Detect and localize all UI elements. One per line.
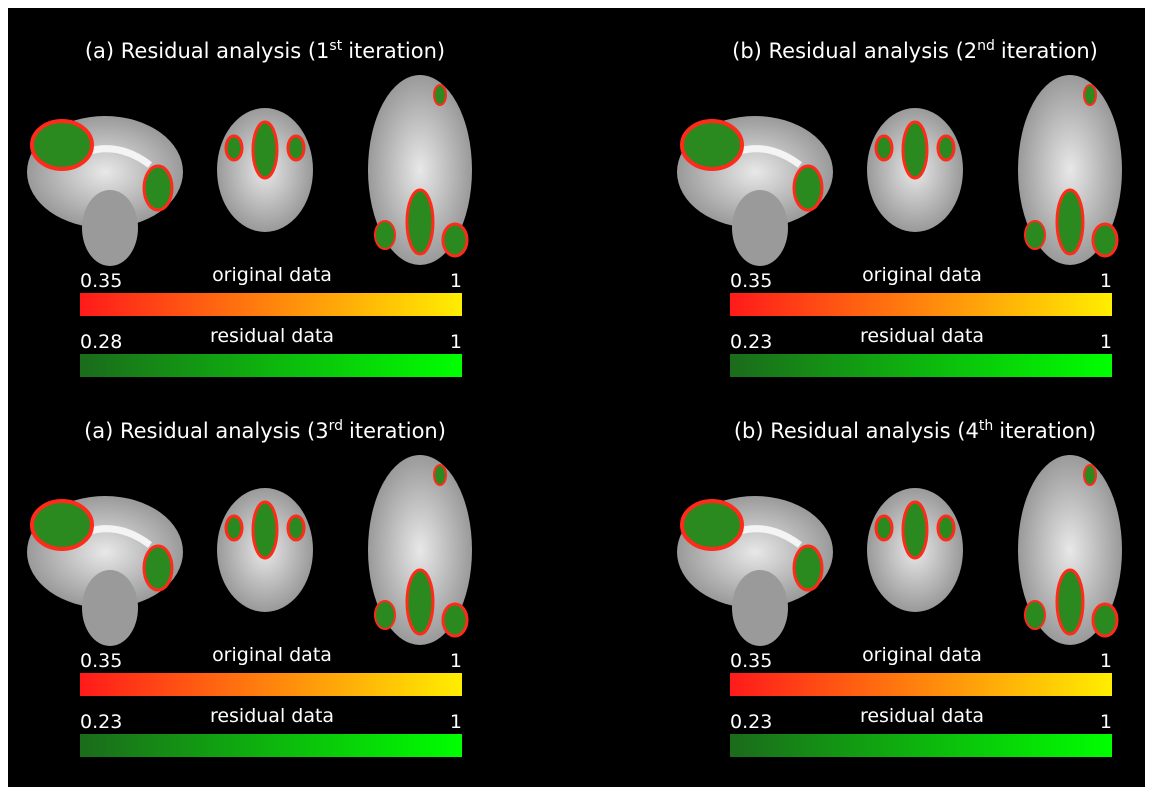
colorbar bbox=[80, 293, 462, 316]
activation bbox=[1025, 601, 1045, 629]
colorbar-max: 1 bbox=[1100, 650, 1112, 672]
colorbar-label: original data bbox=[862, 644, 982, 666]
activation bbox=[226, 136, 242, 160]
colorbar-max: 1 bbox=[1100, 711, 1112, 733]
title-text: (b) Residual analysis (2 bbox=[732, 39, 977, 63]
colorbar bbox=[730, 673, 1112, 696]
colorbar-max: 1 bbox=[1100, 270, 1112, 292]
activation bbox=[1084, 85, 1096, 105]
activation bbox=[253, 122, 277, 178]
activation bbox=[1057, 190, 1083, 254]
title-text: (a) Residual analysis (1 bbox=[85, 39, 330, 63]
activation bbox=[407, 190, 433, 254]
title-text: (a) Residual analysis (3 bbox=[84, 419, 329, 443]
title-superscript: st bbox=[329, 38, 342, 54]
title-text: iteration) bbox=[999, 419, 1096, 443]
activation bbox=[32, 501, 92, 549]
colorbar-max: 1 bbox=[450, 650, 462, 672]
colorbar-max: 1 bbox=[450, 331, 462, 353]
colorbar bbox=[730, 293, 1112, 316]
title-text: iteration) bbox=[348, 39, 445, 63]
activation bbox=[794, 546, 822, 590]
activation bbox=[407, 570, 433, 634]
brainstem bbox=[732, 190, 788, 266]
title-superscript: th bbox=[979, 418, 993, 434]
colorbar-min: 0.35 bbox=[80, 270, 122, 292]
activation bbox=[434, 465, 446, 485]
colorbar-label: residual data bbox=[860, 325, 984, 347]
colorbar bbox=[730, 734, 1112, 757]
activation bbox=[1084, 465, 1096, 485]
colorbar-label: residual data bbox=[210, 705, 334, 727]
activation bbox=[876, 516, 892, 540]
activation bbox=[253, 502, 277, 558]
activation bbox=[443, 224, 467, 256]
panel-title: (b) Residual analysis (2nd iteration) bbox=[732, 38, 1098, 63]
colorbar-min: 0.35 bbox=[80, 650, 122, 672]
activation bbox=[434, 85, 446, 105]
activation bbox=[876, 136, 892, 160]
activation bbox=[375, 601, 395, 629]
title-text: iteration) bbox=[349, 419, 446, 443]
colorbar-label: original data bbox=[862, 264, 982, 286]
title-text: iteration) bbox=[1001, 39, 1098, 63]
colorbar-label: residual data bbox=[210, 325, 334, 347]
activation bbox=[1093, 224, 1117, 256]
activation bbox=[144, 546, 172, 590]
activation bbox=[375, 221, 395, 249]
activation bbox=[1057, 570, 1083, 634]
colorbar-min: 0.35 bbox=[730, 650, 772, 672]
activation bbox=[794, 166, 822, 210]
activation bbox=[226, 516, 242, 540]
colorbar-min: 0.23 bbox=[80, 711, 122, 733]
brainstem bbox=[82, 190, 138, 266]
colorbar-min: 0.35 bbox=[730, 270, 772, 292]
colorbar-min: 0.23 bbox=[730, 711, 772, 733]
activation bbox=[1093, 604, 1117, 636]
activation bbox=[938, 516, 954, 540]
panel-title: (a) Residual analysis (3rd iteration) bbox=[84, 418, 446, 443]
activation bbox=[32, 121, 92, 169]
colorbar bbox=[80, 354, 462, 377]
colorbar-max: 1 bbox=[1100, 331, 1112, 353]
panel-title: (a) Residual analysis (1st iteration) bbox=[85, 38, 445, 63]
activation bbox=[938, 136, 954, 160]
title-text: (b) Residual analysis (4 bbox=[734, 419, 979, 443]
activation bbox=[144, 166, 172, 210]
colorbar-label: residual data bbox=[860, 705, 984, 727]
activation bbox=[288, 136, 304, 160]
background bbox=[8, 8, 1145, 787]
activation bbox=[682, 121, 742, 169]
activation bbox=[288, 516, 304, 540]
colorbar-min: 0.23 bbox=[730, 331, 772, 353]
colorbar-label: original data bbox=[212, 644, 332, 666]
title-superscript: rd bbox=[329, 418, 343, 434]
activation bbox=[443, 604, 467, 636]
activation bbox=[903, 502, 927, 558]
brainstem bbox=[82, 570, 138, 646]
colorbar-max: 1 bbox=[450, 711, 462, 733]
activation bbox=[903, 122, 927, 178]
colorbar bbox=[730, 354, 1112, 377]
colorbar bbox=[80, 734, 462, 757]
colorbar-min: 0.28 bbox=[80, 331, 122, 353]
colorbar-label: original data bbox=[212, 264, 332, 286]
colorbar bbox=[80, 673, 462, 696]
figure: (a) Residual analysis (1st iteration) 0.35… bbox=[0, 0, 1153, 795]
colorbar-max: 1 bbox=[450, 270, 462, 292]
activation bbox=[1025, 221, 1045, 249]
brainstem bbox=[732, 570, 788, 646]
panel-title: (b) Residual analysis (4th iteration) bbox=[734, 418, 1096, 443]
title-superscript: nd bbox=[977, 38, 995, 54]
activation bbox=[682, 501, 742, 549]
